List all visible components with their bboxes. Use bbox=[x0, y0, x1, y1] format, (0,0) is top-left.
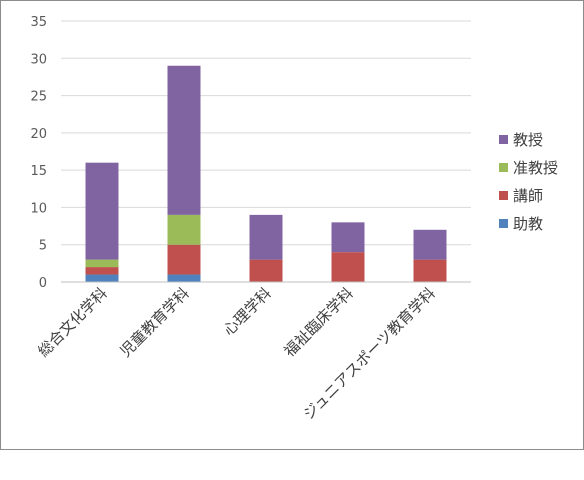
x-category-label: 児童教育学科 bbox=[116, 284, 192, 360]
y-axis-ticks: 0 5 10 15 20 25 30 35 bbox=[30, 15, 47, 291]
x-category-label: 総合文化学科 bbox=[34, 284, 110, 360]
bar-segment bbox=[413, 259, 447, 282]
bars bbox=[85, 65, 447, 282]
bar-segment bbox=[249, 259, 283, 282]
x-category-label: 福祉臨床学科 bbox=[280, 284, 356, 360]
y-tick-label: 30 bbox=[30, 52, 47, 67]
bar-segment bbox=[85, 274, 119, 282]
bar-segment bbox=[167, 274, 201, 282]
y-tick-label: 10 bbox=[30, 201, 47, 216]
bar-segment bbox=[85, 259, 119, 268]
legend-swatch bbox=[499, 191, 508, 200]
y-tick-label: 15 bbox=[30, 164, 47, 179]
chart-area: 0 5 10 15 20 25 30 35 総合文化学科 児童教育学科 心理学科 福祉臨床学科 ジュニ… bbox=[0, 0, 584, 450]
y-tick-label: 20 bbox=[30, 127, 47, 142]
bar-segment bbox=[249, 214, 283, 260]
y-tick-label: 5 bbox=[39, 239, 47, 254]
legend-swatch bbox=[499, 163, 508, 172]
gridlines bbox=[61, 20, 471, 246]
bar-segment bbox=[413, 229, 447, 260]
y-tick-label: 35 bbox=[30, 15, 47, 30]
bar-segment bbox=[331, 222, 365, 253]
stacked-bar-chart: 0 5 10 15 20 25 30 35 総合文化学科 児童教育学科 心理学科 福祉臨床学科ジュニ… bbox=[30, 15, 558, 423]
bar-segment bbox=[331, 252, 365, 282]
legend-label: 講師 bbox=[513, 187, 543, 205]
legend-swatch bbox=[499, 135, 508, 144]
legend-label: 助教 bbox=[513, 215, 543, 233]
y-tick-label: 25 bbox=[30, 90, 47, 105]
bar-segment bbox=[167, 214, 201, 245]
bar-segment bbox=[85, 162, 119, 260]
x-category-label: 心理学科 bbox=[220, 284, 275, 339]
y-tick-label: 0 bbox=[39, 276, 47, 291]
legend-swatch bbox=[499, 219, 508, 228]
legend-label: 准教授 bbox=[513, 159, 558, 177]
bar-segment bbox=[167, 244, 201, 275]
legend-label: 教授 bbox=[513, 131, 543, 149]
bar-segment bbox=[85, 267, 119, 275]
x-category-label: ジュニアスポーツ教育学科 bbox=[300, 284, 439, 423]
bar-segment bbox=[167, 65, 201, 215]
